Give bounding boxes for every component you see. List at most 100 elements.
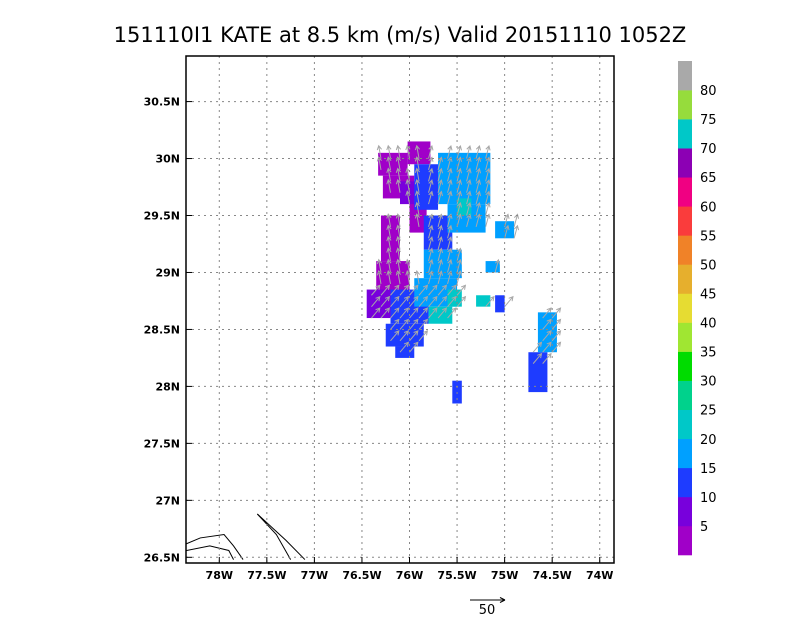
wind-vector-125: [386, 167, 392, 182]
wind-vector-18: [551, 318, 562, 330]
wind-vector-132: [456, 167, 463, 182]
wind-vector-19: [371, 307, 381, 319]
wind-vector-145: [475, 156, 482, 171]
wind-vector-112: [475, 190, 482, 205]
colorbar-bin-15: [678, 90, 692, 120]
wind-vector-22: [399, 307, 410, 319]
y-tick-label-5: 29N: [155, 266, 180, 279]
colorbar-bin-6: [678, 351, 692, 381]
coastline: [186, 513, 306, 560]
wind-vector-151: [414, 144, 421, 159]
wind-vector-154: [456, 144, 463, 159]
wind-cell-0: [378, 152, 408, 176]
wind-vector-100: [414, 201, 421, 216]
colorbar: 5 10 15 20 25 30 35 40 45 50 55 60 65 70 75 80: [678, 61, 717, 556]
wind-vector-65: [428, 258, 434, 273]
wind-vector-69: [494, 258, 501, 273]
wind-vector-120: [447, 179, 453, 193]
wind-cell-20: [495, 221, 515, 239]
wind-vector-47: [418, 284, 429, 296]
wind-vector-48: [428, 284, 438, 296]
y-axis: 26.5N 27N 27.5N 28N 28.5N 29N 29.5N 30N 30.5N: [144, 96, 192, 564]
colorbar-bin-10: [678, 235, 692, 265]
wind-vector-143: [456, 156, 463, 171]
reference-vector: 50: [470, 597, 506, 618]
wind-cell-8: [414, 164, 439, 210]
colorbar-bin-11: [678, 206, 692, 236]
coastline-segment-3: [256, 513, 306, 560]
wind-vector-152: [428, 144, 434, 159]
wind-vector-97: [485, 213, 491, 228]
colorbar-label-7: 40: [700, 317, 717, 332]
plot-area: 78W 77.5W 77W 76.5W 76W 75.5W 75W 74.5W 74W 26.5…: [144, 55, 615, 582]
wind-vector-76: [386, 235, 392, 250]
wind-vector-118: [428, 179, 434, 193]
colorbar-label-8: 45: [700, 287, 717, 302]
y-tick-label-1: 27N: [155, 494, 180, 507]
wind-vector-53: [386, 270, 392, 284]
wind-vector-87: [513, 224, 520, 239]
wind-vector-39: [456, 295, 467, 307]
wind-vector-0: [532, 352, 543, 364]
colorbar-label-2: 15: [700, 462, 717, 477]
wind-vector-147: [376, 144, 382, 159]
wind-vector-21: [390, 307, 400, 319]
x-tick-label-8: 74W: [586, 569, 613, 582]
y-tick-label-2: 27.5N: [144, 437, 180, 450]
wind-vector-102: [466, 201, 472, 216]
wind-vector-93: [447, 213, 453, 228]
wind-vector-94: [456, 213, 463, 228]
wind-vector-148: [386, 144, 392, 159]
y-tick-label-4: 28.5N: [144, 323, 180, 336]
colorbar-label-0: 5: [700, 520, 708, 535]
wind-vector-37: [437, 295, 448, 307]
colorbar-bin-16: [678, 61, 692, 91]
wind-vector-24: [418, 307, 429, 319]
wind-vector-117: [414, 178, 421, 193]
colorbar-label-14: 75: [700, 113, 717, 128]
wind-vector-139: [414, 156, 421, 171]
wind-vector-59: [447, 270, 453, 284]
wind-vector-106: [414, 190, 421, 205]
wind-vector-28: [542, 307, 552, 319]
wind-vector-91: [428, 213, 434, 228]
wind-vector-64: [405, 258, 411, 273]
wind-cell-16: [438, 152, 491, 205]
y-tick-label-8: 30.5N: [144, 96, 180, 109]
wind-vector-122: [466, 179, 472, 193]
wind-vector-108: [437, 190, 443, 205]
wind-vector-43: [380, 284, 391, 296]
wind-vector-30: [371, 295, 381, 307]
wind-vector-58: [437, 270, 443, 284]
wind-vector-95: [466, 213, 472, 228]
wind-cell-12: [395, 346, 415, 358]
colorbar-label-4: 25: [700, 404, 717, 419]
grid-lines: [186, 56, 614, 563]
wind-vector-20: [380, 307, 391, 319]
wind-vector-156: [475, 144, 482, 159]
wind-vector-96: [475, 213, 482, 228]
wind-vector-62: [386, 258, 392, 273]
wind-vector-126: [395, 167, 401, 182]
wind-vector-135: [485, 167, 491, 182]
colorbar-bin-2: [678, 467, 692, 498]
x-tick-label-5: 75.5W: [437, 569, 476, 582]
wind-vector-138: [395, 156, 401, 171]
wind-vector-153: [447, 144, 453, 159]
wind-vector-34: [409, 295, 419, 307]
wind-vector-111: [466, 190, 472, 205]
colorbar-bin-5: [678, 380, 692, 411]
wind-vector-73: [437, 247, 443, 262]
wind-vectors: [371, 144, 562, 364]
wind-cell-6: [366, 289, 391, 319]
wind-vector-16: [418, 318, 429, 330]
wind-vector-42: [371, 284, 381, 296]
wind-vector-7: [390, 330, 400, 342]
wind-vector-71: [395, 247, 401, 262]
wind-vector-70: [386, 247, 392, 262]
x-tick-label-6: 75W: [491, 569, 518, 582]
wind-vector-75: [456, 247, 463, 262]
colorbar-bin-3: [678, 438, 692, 469]
wind-vector-155: [466, 144, 472, 159]
colorbar-bin-4: [678, 409, 692, 440]
